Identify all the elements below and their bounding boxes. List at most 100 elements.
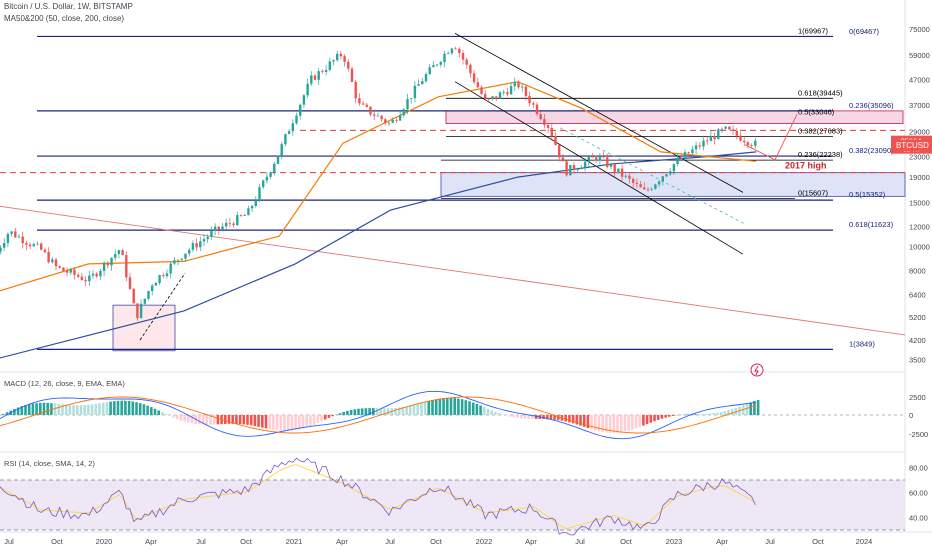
candle-body: [343, 56, 345, 62]
candle-body: [184, 254, 186, 259]
macd-histogram-bar: [246, 415, 249, 425]
support-zone: [441, 173, 905, 197]
macd-histogram-bar: [224, 415, 227, 424]
candle-body: [702, 141, 704, 147]
macd-histogram-bar: [498, 413, 501, 415]
price-tick-label: 23000: [909, 153, 930, 162]
candle-body: [750, 145, 752, 146]
macd-histogram-bar: [143, 404, 146, 415]
candle-body: [33, 244, 35, 246]
macd-histogram-bar: [2, 414, 5, 415]
macd-histogram-bar: [183, 415, 186, 422]
candle-body: [717, 129, 719, 139]
candle-body: [147, 291, 149, 299]
time-tick-label: Apr: [525, 537, 537, 546]
macd-histogram-bar: [328, 415, 331, 418]
candle-body: [221, 226, 223, 229]
candle-body: [473, 73, 475, 82]
candle-body: [192, 243, 194, 250]
candle-body: [617, 169, 619, 172]
macd-histogram-bar: [487, 409, 490, 415]
candle-body: [747, 142, 749, 145]
candle-body: [162, 275, 164, 276]
macd-histogram-bar: [135, 402, 138, 415]
macd-histogram-bar: [298, 415, 301, 430]
rsi-tick-label: 60.00: [909, 489, 928, 498]
candle-body: [225, 223, 227, 227]
candle-body: [510, 86, 512, 94]
macd-histogram-bar: [709, 414, 712, 415]
macd-histogram-bar: [568, 415, 571, 422]
candle-body: [144, 299, 146, 304]
candle-body: [355, 82, 357, 98]
symbol-title: Bitcoin / U.S. Dollar, 1W, BITSTAMP: [4, 2, 133, 11]
candle-body: [562, 157, 564, 161]
candle-body: [203, 239, 205, 241]
price-tick-label: 47000: [909, 75, 930, 84]
candle-body: [532, 103, 534, 104]
macd-histogram-bar: [513, 415, 516, 417]
macd-histogram-bar: [98, 403, 101, 415]
macd-histogram-bar: [43, 403, 46, 415]
macd-histogram-bar: [431, 400, 434, 415]
macd-histogram-bar: [46, 403, 49, 415]
macd-histogram-bar: [450, 398, 453, 415]
candle-body: [421, 81, 423, 84]
candle-body: [713, 136, 715, 139]
candle-body: [118, 250, 120, 254]
price-tick-label: 3500: [909, 356, 926, 365]
time-tick-label: Apr: [716, 537, 728, 546]
candle-body: [432, 65, 434, 67]
fib-label-left: 0.382(27683): [798, 127, 843, 136]
macd-histogram-bar: [91, 404, 94, 415]
candle-body: [81, 277, 83, 280]
macd-histogram-bar: [698, 414, 701, 415]
candle-body: [377, 116, 379, 117]
macd-histogram-bar: [276, 415, 279, 430]
candle-body: [170, 264, 172, 274]
macd-tick-label: 2500: [909, 393, 926, 402]
candle-body: [362, 103, 364, 104]
candle-body: [443, 54, 445, 62]
candle-body: [462, 53, 464, 60]
candle-body: [247, 208, 249, 215]
macd-histogram-bar: [354, 409, 357, 415]
macd-histogram-bar: [217, 415, 220, 424]
candle-body: [384, 119, 386, 123]
candle-body: [140, 304, 142, 318]
candle-body: [610, 164, 612, 167]
time-tick-label: Oct: [812, 537, 825, 546]
macd-histogram-bar: [254, 415, 257, 426]
macd-histogram-bar: [505, 415, 508, 416]
candle-body: [158, 275, 160, 283]
candle-body: [318, 71, 320, 80]
candle-body: [521, 87, 523, 88]
fib-label-right: 0.5(15352): [849, 190, 886, 199]
covid-low-box: [113, 305, 175, 351]
macd-histogram-bar: [283, 415, 286, 431]
candle-body: [214, 227, 216, 231]
candle-body: [403, 109, 405, 115]
macd-histogram-bar: [302, 415, 305, 429]
candle-body: [536, 105, 538, 114]
candle-body: [59, 266, 61, 268]
price-tick-label: 37000: [909, 101, 930, 110]
macd-histogram-bar: [524, 415, 527, 419]
candle-body: [410, 98, 412, 99]
candle-body: [625, 176, 627, 177]
fib-label-left: 0(15607): [798, 188, 829, 197]
macd-histogram-bar: [527, 415, 530, 419]
candle-body: [639, 184, 641, 187]
macd-histogram-bar: [428, 401, 431, 415]
candle-body: [329, 61, 331, 70]
candle-body: [321, 71, 323, 72]
candle-body: [380, 116, 382, 120]
candle-body: [22, 237, 24, 244]
macd-histogram-bar: [146, 406, 149, 415]
macd-histogram-bar: [461, 399, 464, 415]
macd-histogram-bar: [313, 415, 316, 425]
candle-body: [336, 54, 338, 60]
macd-histogram-bar: [128, 401, 131, 415]
